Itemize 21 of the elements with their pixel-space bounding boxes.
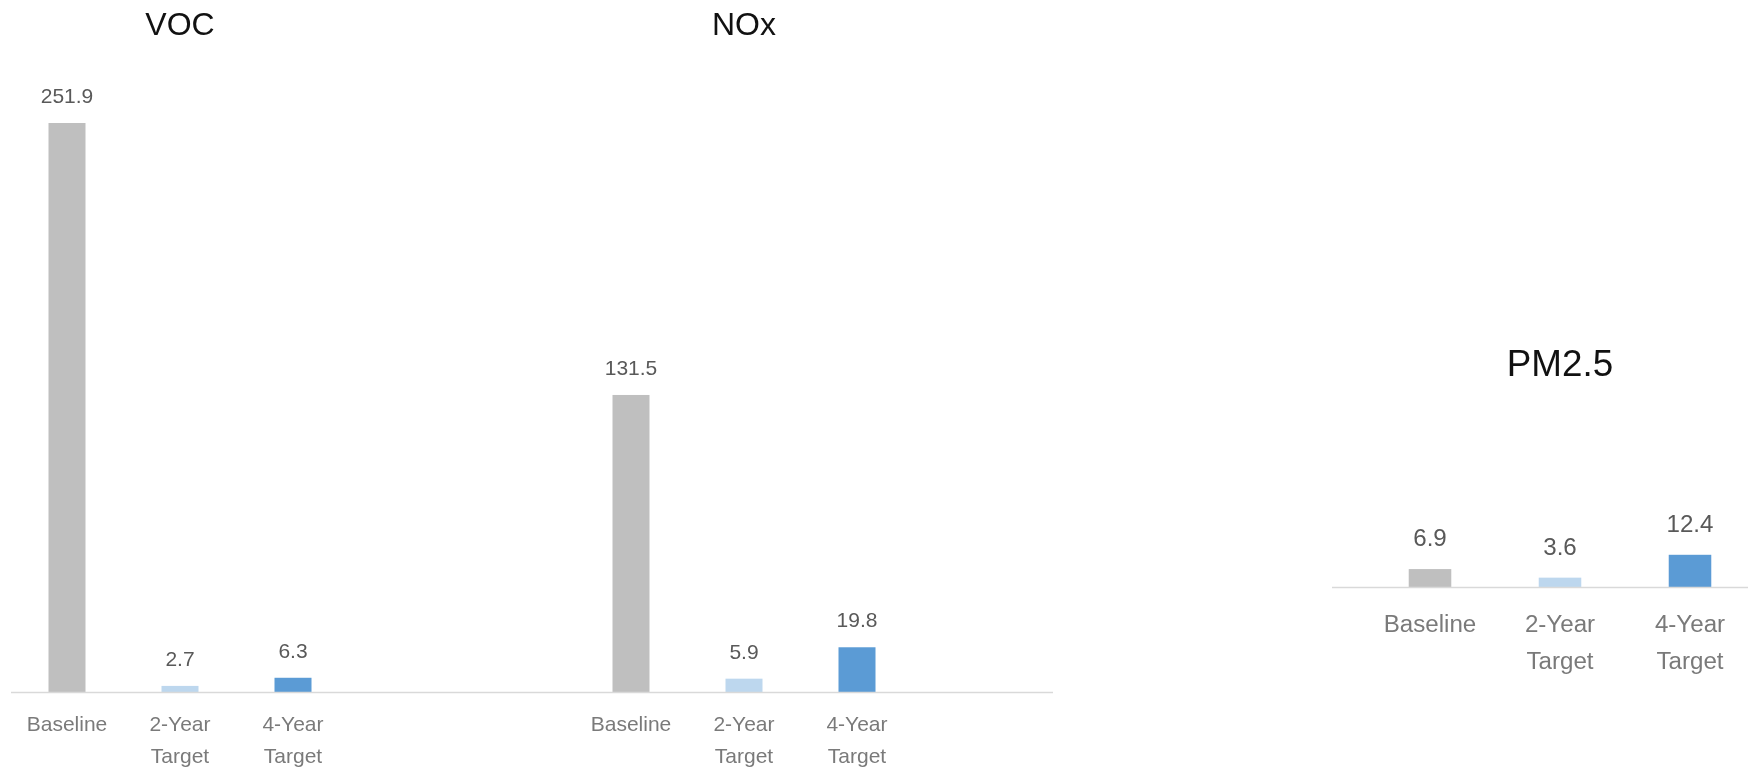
x-tick-label: 2-Year Target (713, 712, 775, 767)
x-tick-label: 4-Year Target (262, 712, 324, 767)
data-label: 251.9 (40, 84, 94, 107)
data-label: 6.9 (1413, 524, 1447, 552)
x-tick-label: 2-Year Target (149, 712, 211, 767)
x-tick-label: Baseline (1383, 609, 1477, 637)
chart-title: NOx (712, 6, 776, 42)
data-label: 19.8 (836, 608, 878, 632)
data-label: 5.9 (729, 639, 759, 663)
x-tick-label: 4-Year Target (826, 712, 888, 767)
x-tick-label: 2-Year Target (1524, 609, 1596, 674)
data-label: 131.5 (604, 355, 658, 379)
data-label: 12.4 (1666, 509, 1714, 537)
x-tick-label: Baseline (26, 712, 108, 735)
data-label: 2.7 (165, 646, 195, 670)
chart-title: VOC (145, 6, 215, 42)
data-label: 3.6 (1543, 532, 1577, 560)
chart-title: PM2.5 (1506, 343, 1614, 384)
x-tick-label: Baseline (590, 712, 672, 735)
data-label: 6.3 (278, 638, 308, 662)
x-tick-label: 4-Year Target (1654, 609, 1726, 674)
